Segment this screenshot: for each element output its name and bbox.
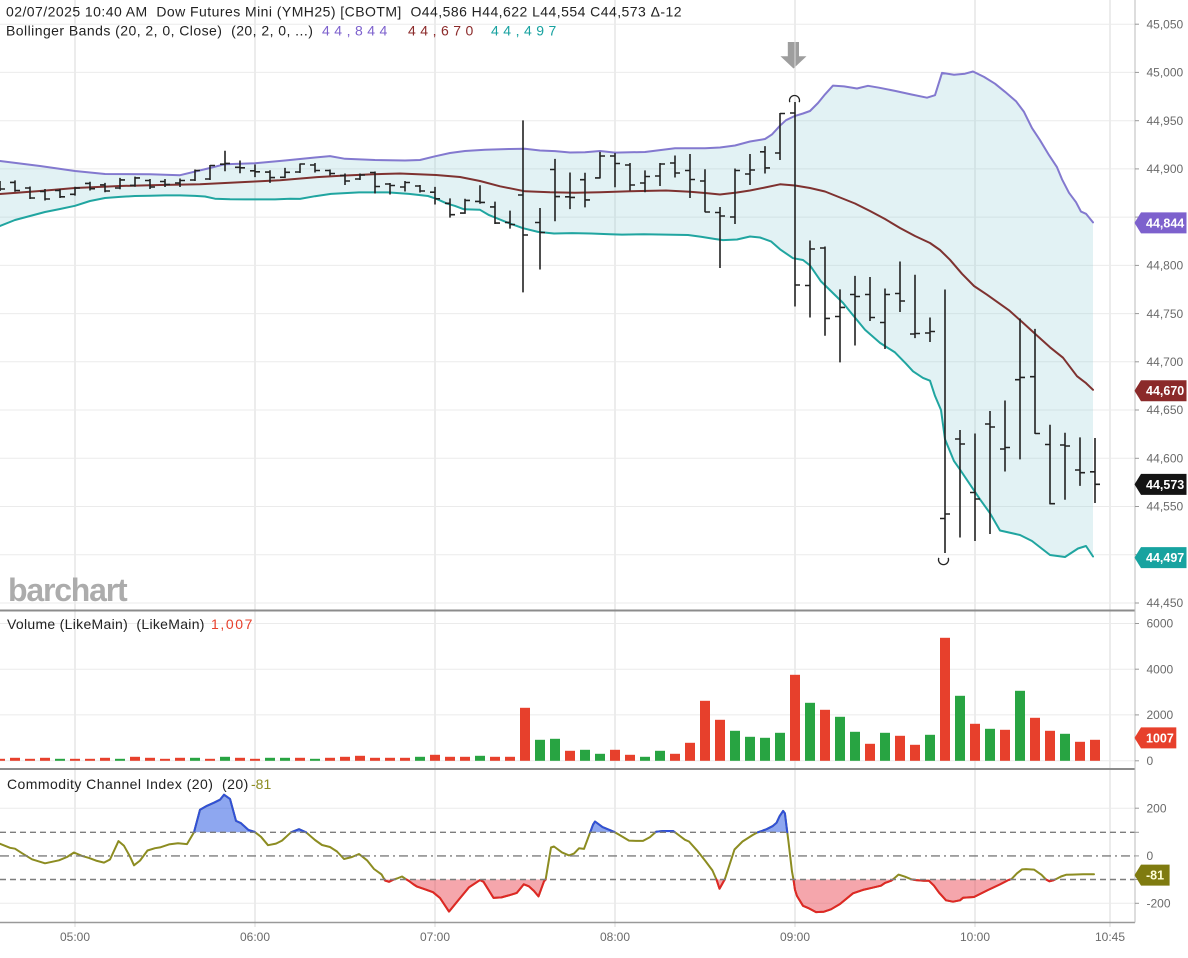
svg-text:10:00: 10:00 [960, 930, 990, 944]
svg-text:barchart: barchart [8, 572, 128, 608]
svg-text:09:00: 09:00 [780, 930, 810, 944]
svg-text:10:45: 10:45 [1095, 930, 1125, 944]
svg-text:44,950: 44,950 [1147, 114, 1184, 128]
svg-text:44,900: 44,900 [1147, 162, 1184, 176]
svg-text:200: 200 [1147, 801, 1167, 815]
svg-text:44,670: 44,670 [1146, 384, 1184, 398]
svg-text:Bollinger Bands (20, 2, 0, Clo: Bollinger Bands (20, 2, 0, Close) (20, 2… [6, 23, 313, 39]
svg-text:-81: -81 [251, 776, 271, 792]
svg-text:44,450: 44,450 [1147, 596, 1184, 610]
svg-text:05:00: 05:00 [60, 930, 90, 944]
svg-text:44,497: 44,497 [491, 23, 561, 39]
svg-text:44,600: 44,600 [1147, 452, 1184, 466]
svg-text:07:00: 07:00 [420, 930, 450, 944]
svg-text:45,000: 45,000 [1147, 66, 1184, 80]
svg-text:-200: -200 [1147, 897, 1171, 911]
svg-text:44,844: 44,844 [1146, 216, 1184, 230]
svg-text:1007: 1007 [1146, 731, 1174, 745]
svg-text:Volume (LikeMain) (LikeMain): Volume (LikeMain) (LikeMain) [7, 616, 205, 632]
svg-text:44,800: 44,800 [1147, 259, 1184, 273]
svg-text:02/07/2025 10:40 AM Dow Futur: 02/07/2025 10:40 AM Dow Futures Mini (YM… [6, 4, 682, 20]
svg-text:08:00: 08:00 [600, 930, 630, 944]
svg-text:2000: 2000 [1147, 708, 1174, 722]
svg-text:-81: -81 [1146, 869, 1164, 883]
svg-text:06:00: 06:00 [240, 930, 270, 944]
svg-text:44,700: 44,700 [1147, 355, 1184, 369]
svg-text:0: 0 [1147, 754, 1154, 768]
svg-text:Commodity Channel Index (20): Commodity Channel Index (20) (20) [7, 776, 249, 792]
svg-text:44,550: 44,550 [1147, 500, 1184, 514]
svg-text:44,573: 44,573 [1146, 478, 1184, 492]
svg-text:4000: 4000 [1147, 662, 1174, 676]
svg-text:44,650: 44,650 [1147, 403, 1184, 417]
svg-text:0: 0 [1147, 849, 1154, 863]
svg-text:44,670: 44,670 [408, 23, 478, 39]
svg-text:1,007: 1,007 [211, 616, 254, 632]
svg-text:44,844: 44,844 [322, 23, 392, 39]
svg-text:44,497: 44,497 [1146, 551, 1184, 565]
svg-text:44,750: 44,750 [1147, 307, 1184, 321]
svg-text:6000: 6000 [1147, 617, 1174, 631]
svg-text:45,050: 45,050 [1147, 17, 1184, 31]
